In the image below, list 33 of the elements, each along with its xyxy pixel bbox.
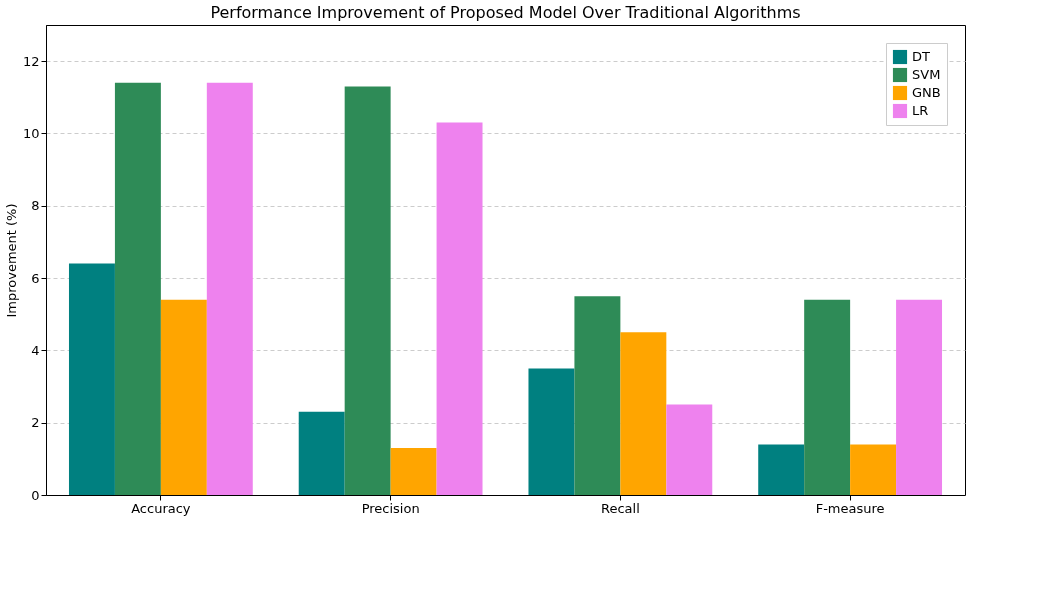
legend-label: DT — [912, 49, 931, 64]
y-axis-title: Improvement (%) — [3, 203, 19, 318]
bar — [344, 86, 391, 495]
bar — [390, 448, 437, 495]
y-tick-label: 0 — [31, 487, 40, 503]
bar — [896, 299, 943, 495]
bar — [850, 444, 897, 495]
bar — [804, 299, 851, 495]
bar — [666, 404, 713, 495]
bar — [206, 82, 253, 495]
y-tick-label: 10 — [22, 125, 40, 141]
bar — [436, 122, 483, 495]
x-tick-label: Accuracy — [131, 500, 191, 516]
bar — [298, 411, 345, 495]
bar — [574, 296, 621, 495]
x-tick-label: Recall — [600, 500, 640, 516]
bar — [68, 263, 115, 495]
chart-title: Performance Improvement of Proposed Model Over Traditional Algorithms — [210, 3, 801, 22]
x-tick-label: Precision — [361, 500, 420, 516]
legend-label: GNB — [912, 85, 941, 100]
y-tick-label: 4 — [31, 342, 40, 358]
bar — [160, 299, 207, 495]
bar — [620, 332, 667, 495]
y-tick-label: 6 — [31, 270, 40, 286]
y-tick-label: 12 — [22, 53, 40, 69]
legend-label: SVM — [912, 67, 941, 82]
y-tick-label: 2 — [31, 415, 40, 431]
y-tick-label: 8 — [31, 198, 40, 214]
bar — [114, 82, 161, 495]
bar — [758, 444, 805, 495]
legend-label: LR — [912, 103, 929, 118]
x-tick-label: F-measure — [815, 500, 885, 516]
bar — [528, 368, 575, 495]
